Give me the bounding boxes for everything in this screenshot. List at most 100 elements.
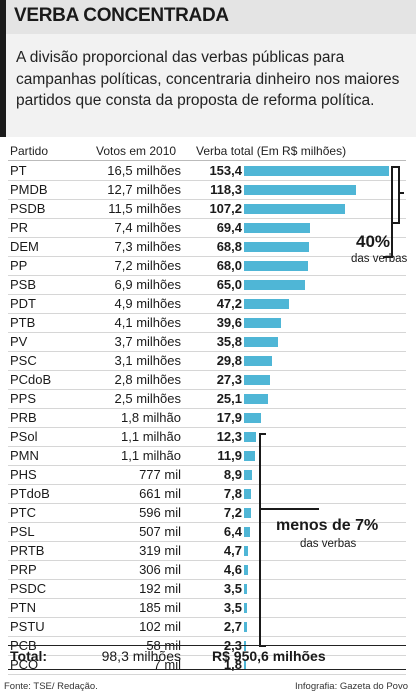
votes-label: 11,5 milhões — [108, 201, 181, 216]
intro-accent — [0, 34, 6, 137]
table-row: PSDC 192 mil 3,5 — [8, 580, 406, 599]
table-row: PSol 1,1 milhão 12,3 — [8, 428, 406, 447]
party-label: PV — [10, 334, 28, 349]
budget-value-label: 69,4 — [216, 220, 242, 235]
table-row: PTC 596 mil 7,2 — [8, 504, 406, 523]
table-row: PTN 185 mil 3,5 — [8, 599, 406, 618]
table-row: PTdoB 661 mil 7,8 — [8, 485, 406, 504]
intro-text: A divisão proporcional das verbas públic… — [16, 49, 400, 109]
table-row: PV 3,7 milhões 35,8 — [8, 333, 406, 352]
party-label: PDT — [10, 296, 36, 311]
party-label: PRB — [10, 410, 37, 425]
budget-value-label: 7,8 — [223, 486, 242, 501]
party-label: PMDB — [10, 182, 48, 197]
credit-note: Infografia: Gazeta do Povo — [294, 681, 408, 692]
party-label: PSol — [10, 429, 38, 444]
party-label: PTN — [10, 600, 36, 615]
party-label: PMN — [10, 448, 39, 463]
small-parties-bracket-stem — [261, 508, 319, 510]
table-row: PSDB 11,5 milhões 107,2 — [8, 200, 406, 219]
table-row: PMN 1,1 milhão 11,9 — [8, 447, 406, 466]
votes-label: 7 mil — [153, 657, 181, 672]
table-row: PT 16,5 milhões 153,4 — [8, 162, 406, 181]
table-row: PP 7,2 milhões 68,0 — [8, 257, 406, 276]
budget-bar — [244, 432, 256, 442]
total-row: Total: 98,3 milhões R$ 950,6 milhões — [8, 646, 406, 668]
votes-label: 7,4 milhões — [114, 220, 181, 235]
table-row: PSTU 102 mil 2,7 — [8, 618, 406, 637]
budget-bar — [244, 394, 268, 404]
party-label: PTC — [10, 505, 36, 520]
budget-bar — [244, 603, 248, 613]
budget-bar — [244, 641, 247, 651]
intro-box: A divisão proporcional das verbas públic… — [0, 34, 416, 137]
budget-value-label: 118,3 — [210, 182, 242, 197]
budget-value-label: 68,8 — [216, 239, 242, 254]
budget-bar — [244, 299, 289, 309]
budget-bar — [244, 584, 248, 594]
budget-bar — [244, 622, 247, 632]
total-budget: R$ 950,6 milhões — [212, 648, 326, 664]
votes-label: 6,9 milhões — [114, 277, 181, 292]
table-row: DEM 7,3 milhões 68,8 — [8, 238, 406, 257]
votes-label: 16,5 milhões — [107, 163, 181, 178]
votes-label: 4,9 milhões — [114, 296, 181, 311]
budget-bar — [244, 337, 278, 347]
votes-label: 7,3 milhões — [114, 239, 181, 254]
votes-label: 661 mil — [139, 486, 181, 501]
small-parties-bracket — [259, 433, 266, 647]
party-label: PT — [10, 163, 27, 178]
budget-bar — [244, 318, 282, 328]
top-share-pct: 40% — [356, 232, 391, 251]
budget-bar — [244, 489, 252, 499]
budget-value-label: 4,7 — [223, 543, 242, 558]
budget-value-label: 8,9 — [223, 467, 242, 482]
budget-bar — [244, 508, 251, 518]
votes-label: 1,8 milhão — [121, 410, 181, 425]
table-row: PCO 7 mil 1,8 — [8, 656, 406, 675]
budget-bar — [244, 280, 306, 290]
party-label: PR — [10, 220, 29, 235]
column-header-votes: Votos em 2010 — [96, 144, 177, 158]
table-row: PRP 306 mil 4,6 — [8, 561, 406, 580]
budget-value-label: 7,2 — [223, 505, 242, 520]
budget-bar — [244, 660, 246, 670]
party-label: PHS — [10, 467, 37, 482]
party-label: PTB — [10, 315, 36, 330]
budget-value-label: 12,3 — [216, 429, 242, 444]
source-note: Fonte: TSE/ Redação. — [4, 681, 98, 692]
votes-label: 2,5 milhões — [114, 391, 181, 406]
column-header-party: Partido — [10, 144, 49, 158]
total-divider — [8, 645, 406, 646]
small-share-note: das verbas — [300, 538, 357, 550]
top-three-brace — [391, 166, 400, 224]
votes-label: 306 mil — [139, 562, 181, 577]
party-label: PRTB — [10, 543, 45, 558]
budget-bar — [244, 261, 309, 271]
budget-bar — [244, 546, 249, 556]
table-row: PR 7,4 milhões 69,4 — [8, 219, 406, 238]
budget-value-label: 25,1 — [216, 391, 242, 406]
table-row: PMDB 12,7 milhões 118,3 — [8, 181, 406, 200]
budget-bar — [244, 166, 389, 176]
budget-value-label: 17,9 — [216, 410, 242, 425]
top-share-note: das verbas — [351, 253, 408, 265]
votes-label: 3,1 milhões — [114, 353, 181, 368]
title-accent — [0, 0, 6, 34]
party-label: PCO — [10, 657, 39, 672]
table-row: PTB 4,1 milhões 39,6 — [8, 314, 406, 333]
budget-bar — [244, 185, 356, 195]
budget-value-label: 107,2 — [209, 201, 242, 216]
party-label: PSDB — [10, 201, 46, 216]
budget-value-label: 35,8 — [216, 334, 242, 349]
party-label: PSL — [10, 524, 35, 539]
party-label: PP — [10, 258, 28, 273]
votes-label: 596 mil — [139, 505, 181, 520]
votes-label: 1,1 milhão — [121, 448, 181, 463]
party-label: PCdoB — [10, 372, 52, 387]
votes-label: 7,2 milhões — [114, 258, 181, 273]
table-row: PCdoB 2,8 milhões 27,3 — [8, 371, 406, 390]
budget-value-label: 47,2 — [216, 296, 242, 311]
budget-bar — [244, 242, 310, 252]
table-row: PHS 777 mil 8,9 — [8, 466, 406, 485]
